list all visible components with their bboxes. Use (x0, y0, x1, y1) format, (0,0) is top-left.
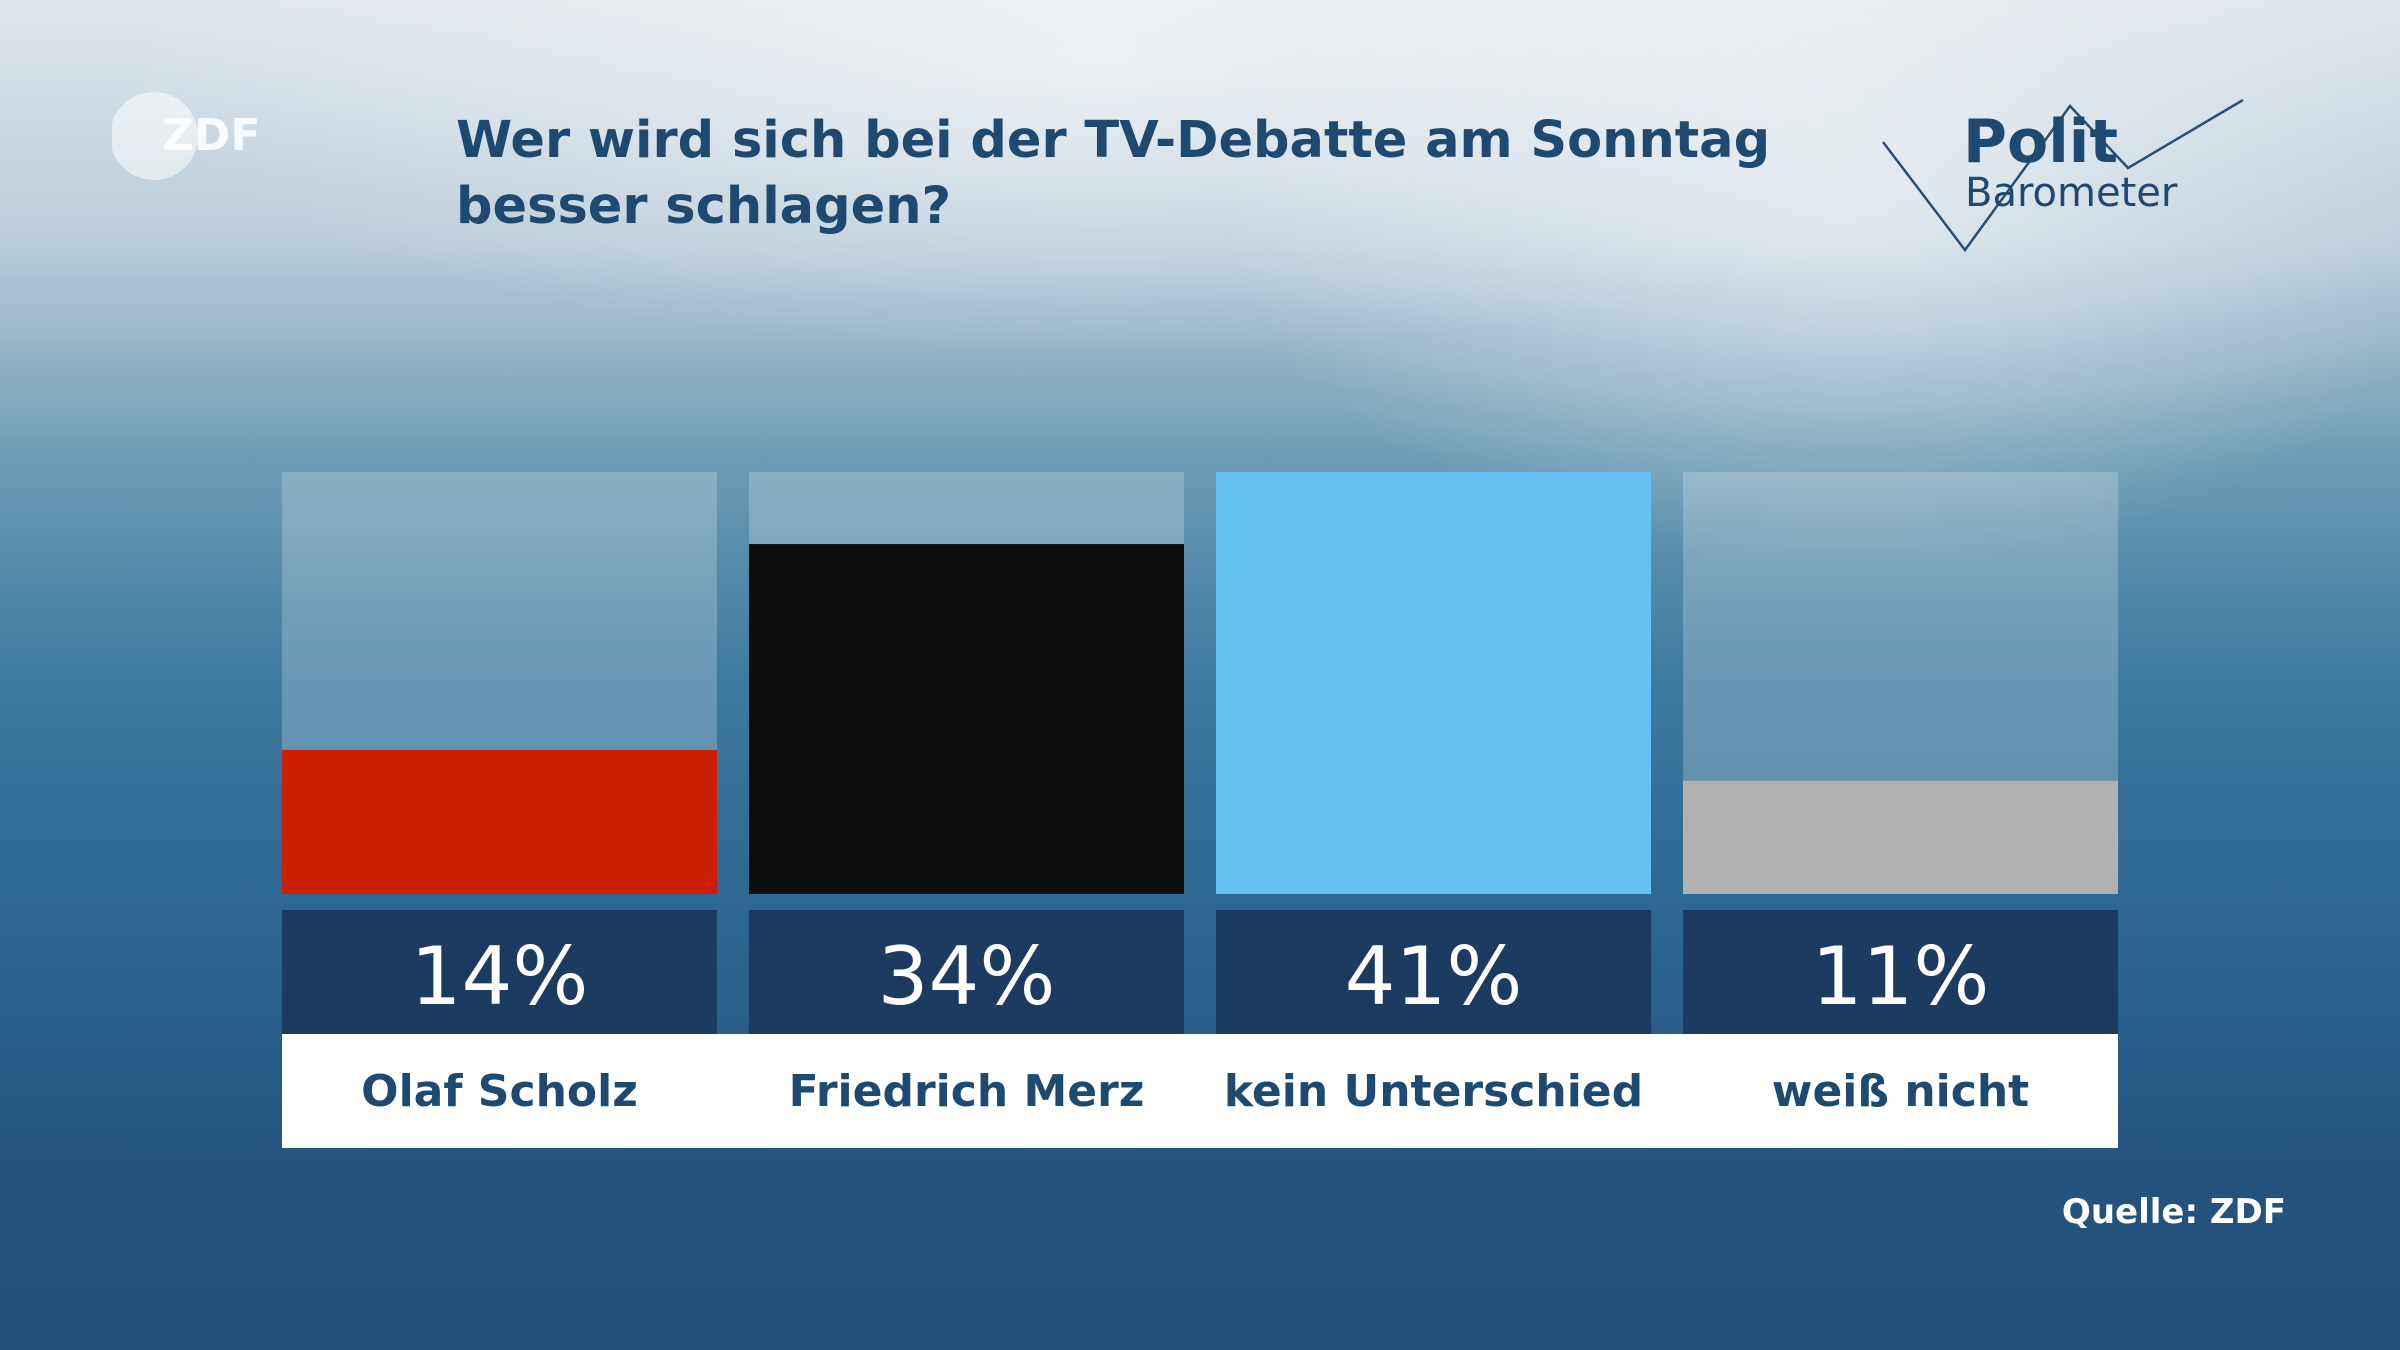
value-label-wei-nicht: 11% (1812, 930, 1990, 1023)
value-box-friedrich-merz (749, 910, 1184, 1034)
politbarometer-logo: Polit Barometer (1882, 98, 2244, 253)
politbarometer-line2: Barometer (1965, 170, 2178, 216)
value-label-olaf-scholz: 14% (411, 930, 589, 1023)
value-label-friedrich-merz: 34% (878, 930, 1056, 1023)
category-label-wei-nicht: weiß nicht (1772, 1066, 2029, 1117)
value-label-kein-unterschied: 41% (1345, 930, 1523, 1023)
bar-olaf-scholz (282, 749, 717, 894)
bar-friedrich-merz (749, 544, 1184, 894)
zdf-logo-text: ZDF (162, 110, 260, 161)
zdf-logo: ZDF (112, 92, 260, 180)
value-box-olaf-scholz (282, 910, 717, 1034)
category-label-kein-unterschied: kein Unterschied (1224, 1066, 1643, 1117)
chart-title: Wer wird sich bei der TV-Debatte am Sonn… (456, 111, 1771, 236)
politbarometer-line1: Polit (1963, 107, 2118, 177)
politbarometer-trend-line-icon (1882, 98, 2244, 253)
category-label-olaf-scholz: Olaf Scholz (361, 1066, 638, 1117)
category-label-strip (282, 1034, 2118, 1148)
value-box-wei-nicht (1683, 910, 2118, 1034)
source-note: Quelle: ZDF (2061, 1192, 2286, 1232)
bar-wei-nicht (1683, 780, 2118, 894)
category-label-friedrich-merz: Friedrich Merz (789, 1066, 1145, 1117)
value-box-kein-unterschied (1216, 910, 1651, 1034)
bar-kein-unterschied (1216, 472, 1651, 894)
